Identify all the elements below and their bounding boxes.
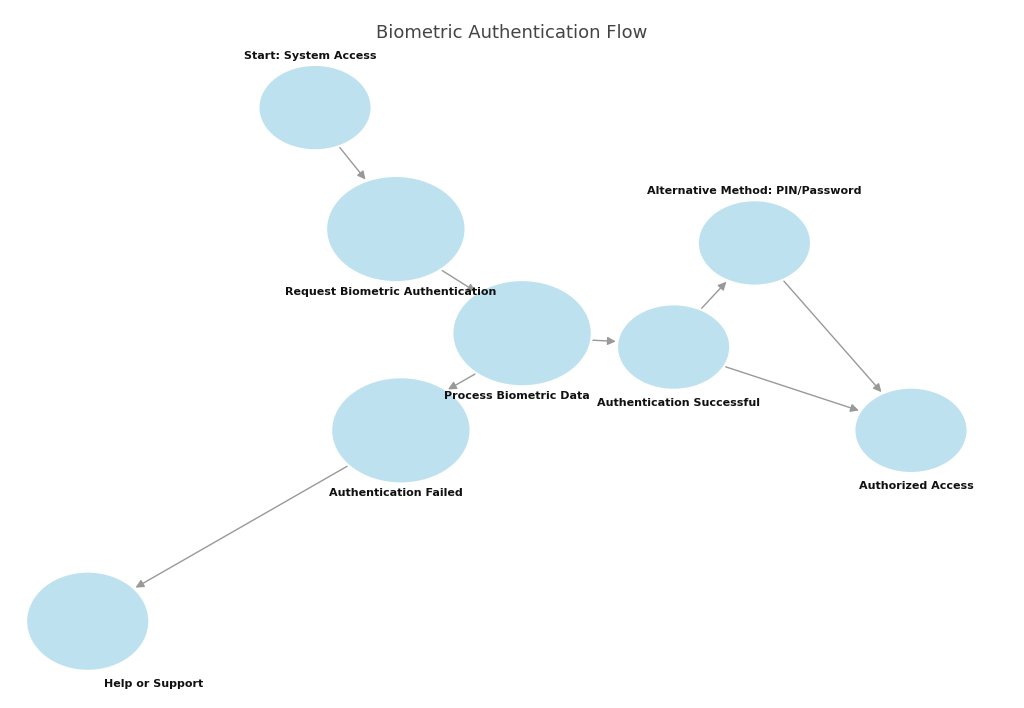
Text: Process Biometric Data: Process Biometric Data [444,391,590,401]
Ellipse shape [327,177,465,281]
Text: Request Biometric Authentication: Request Biometric Authentication [285,287,497,297]
Text: Authentication Failed: Authentication Failed [329,488,463,498]
Text: Help or Support: Help or Support [103,679,203,689]
Text: Alternative Method: PIN/Password: Alternative Method: PIN/Password [647,186,861,196]
Text: Authentication Successful: Authentication Successful [597,398,760,408]
Text: Start: System Access: Start: System Access [244,50,376,60]
Ellipse shape [855,389,967,472]
Ellipse shape [259,66,371,149]
Ellipse shape [332,378,470,482]
Ellipse shape [618,305,729,389]
Ellipse shape [454,281,591,385]
Text: Biometric Authentication Flow: Biometric Authentication Flow [376,24,648,42]
Ellipse shape [698,201,810,285]
Ellipse shape [28,573,148,670]
Text: Authorized Access: Authorized Access [859,481,974,491]
